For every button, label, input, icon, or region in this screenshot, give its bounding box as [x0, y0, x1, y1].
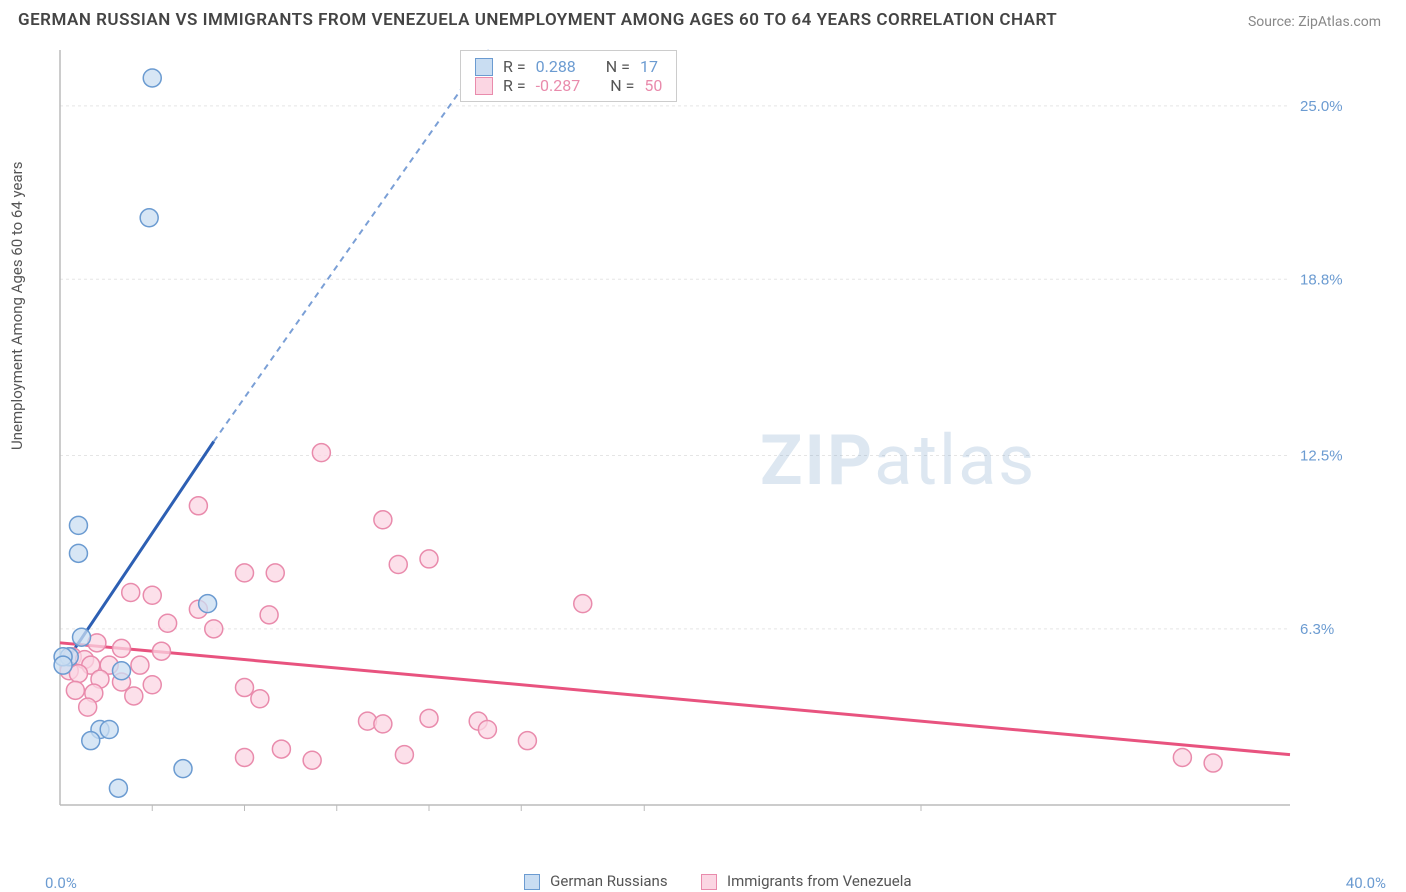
swatch-pink-bottom: [701, 874, 717, 890]
swatch-pink: [475, 77, 493, 95]
scatter-chart: 6.3% 12.5% 18.8% 25.0%: [50, 45, 1360, 835]
chart-area: 6.3% 12.5% 18.8% 25.0%: [50, 45, 1360, 835]
y-axis-label: Unemployment Among Ages 60 to 64 years: [8, 162, 26, 450]
legend-label-pink: Immigrants from Venezuela: [727, 872, 912, 890]
n-label: N =: [610, 76, 634, 95]
r-label: R =: [503, 57, 526, 76]
svg-text:18.8%: 18.8%: [1300, 271, 1343, 288]
n-label: N =: [606, 57, 630, 76]
r-label: R =: [503, 76, 526, 95]
swatch-blue-bottom: [524, 874, 540, 890]
svg-text:25.0%: 25.0%: [1300, 98, 1343, 115]
svg-text:12.5%: 12.5%: [1300, 447, 1343, 464]
chart-title: GERMAN RUSSIAN VS IMMIGRANTS FROM VENEZU…: [18, 10, 1057, 30]
correlation-legend: R = 0.288 N = 17 R = -0.287 N = 50: [460, 50, 677, 102]
n-value-pink: 50: [644, 76, 662, 95]
legend-label-blue: German Russians: [550, 872, 667, 890]
legend-row-blue: R = 0.288 N = 17: [475, 57, 662, 76]
n-value-blue: 17: [640, 57, 658, 76]
bottom-legend: German Russians Immigrants from Venezuel…: [0, 872, 1406, 890]
r-value-blue: 0.288: [536, 57, 576, 76]
legend-row-pink: R = -0.287 N = 50: [475, 76, 662, 95]
swatch-blue: [475, 58, 493, 76]
source-attribution: Source: ZipAtlas.com: [1248, 14, 1381, 30]
svg-text:6.3%: 6.3%: [1300, 621, 1334, 638]
r-value-pink: -0.287: [536, 76, 581, 95]
